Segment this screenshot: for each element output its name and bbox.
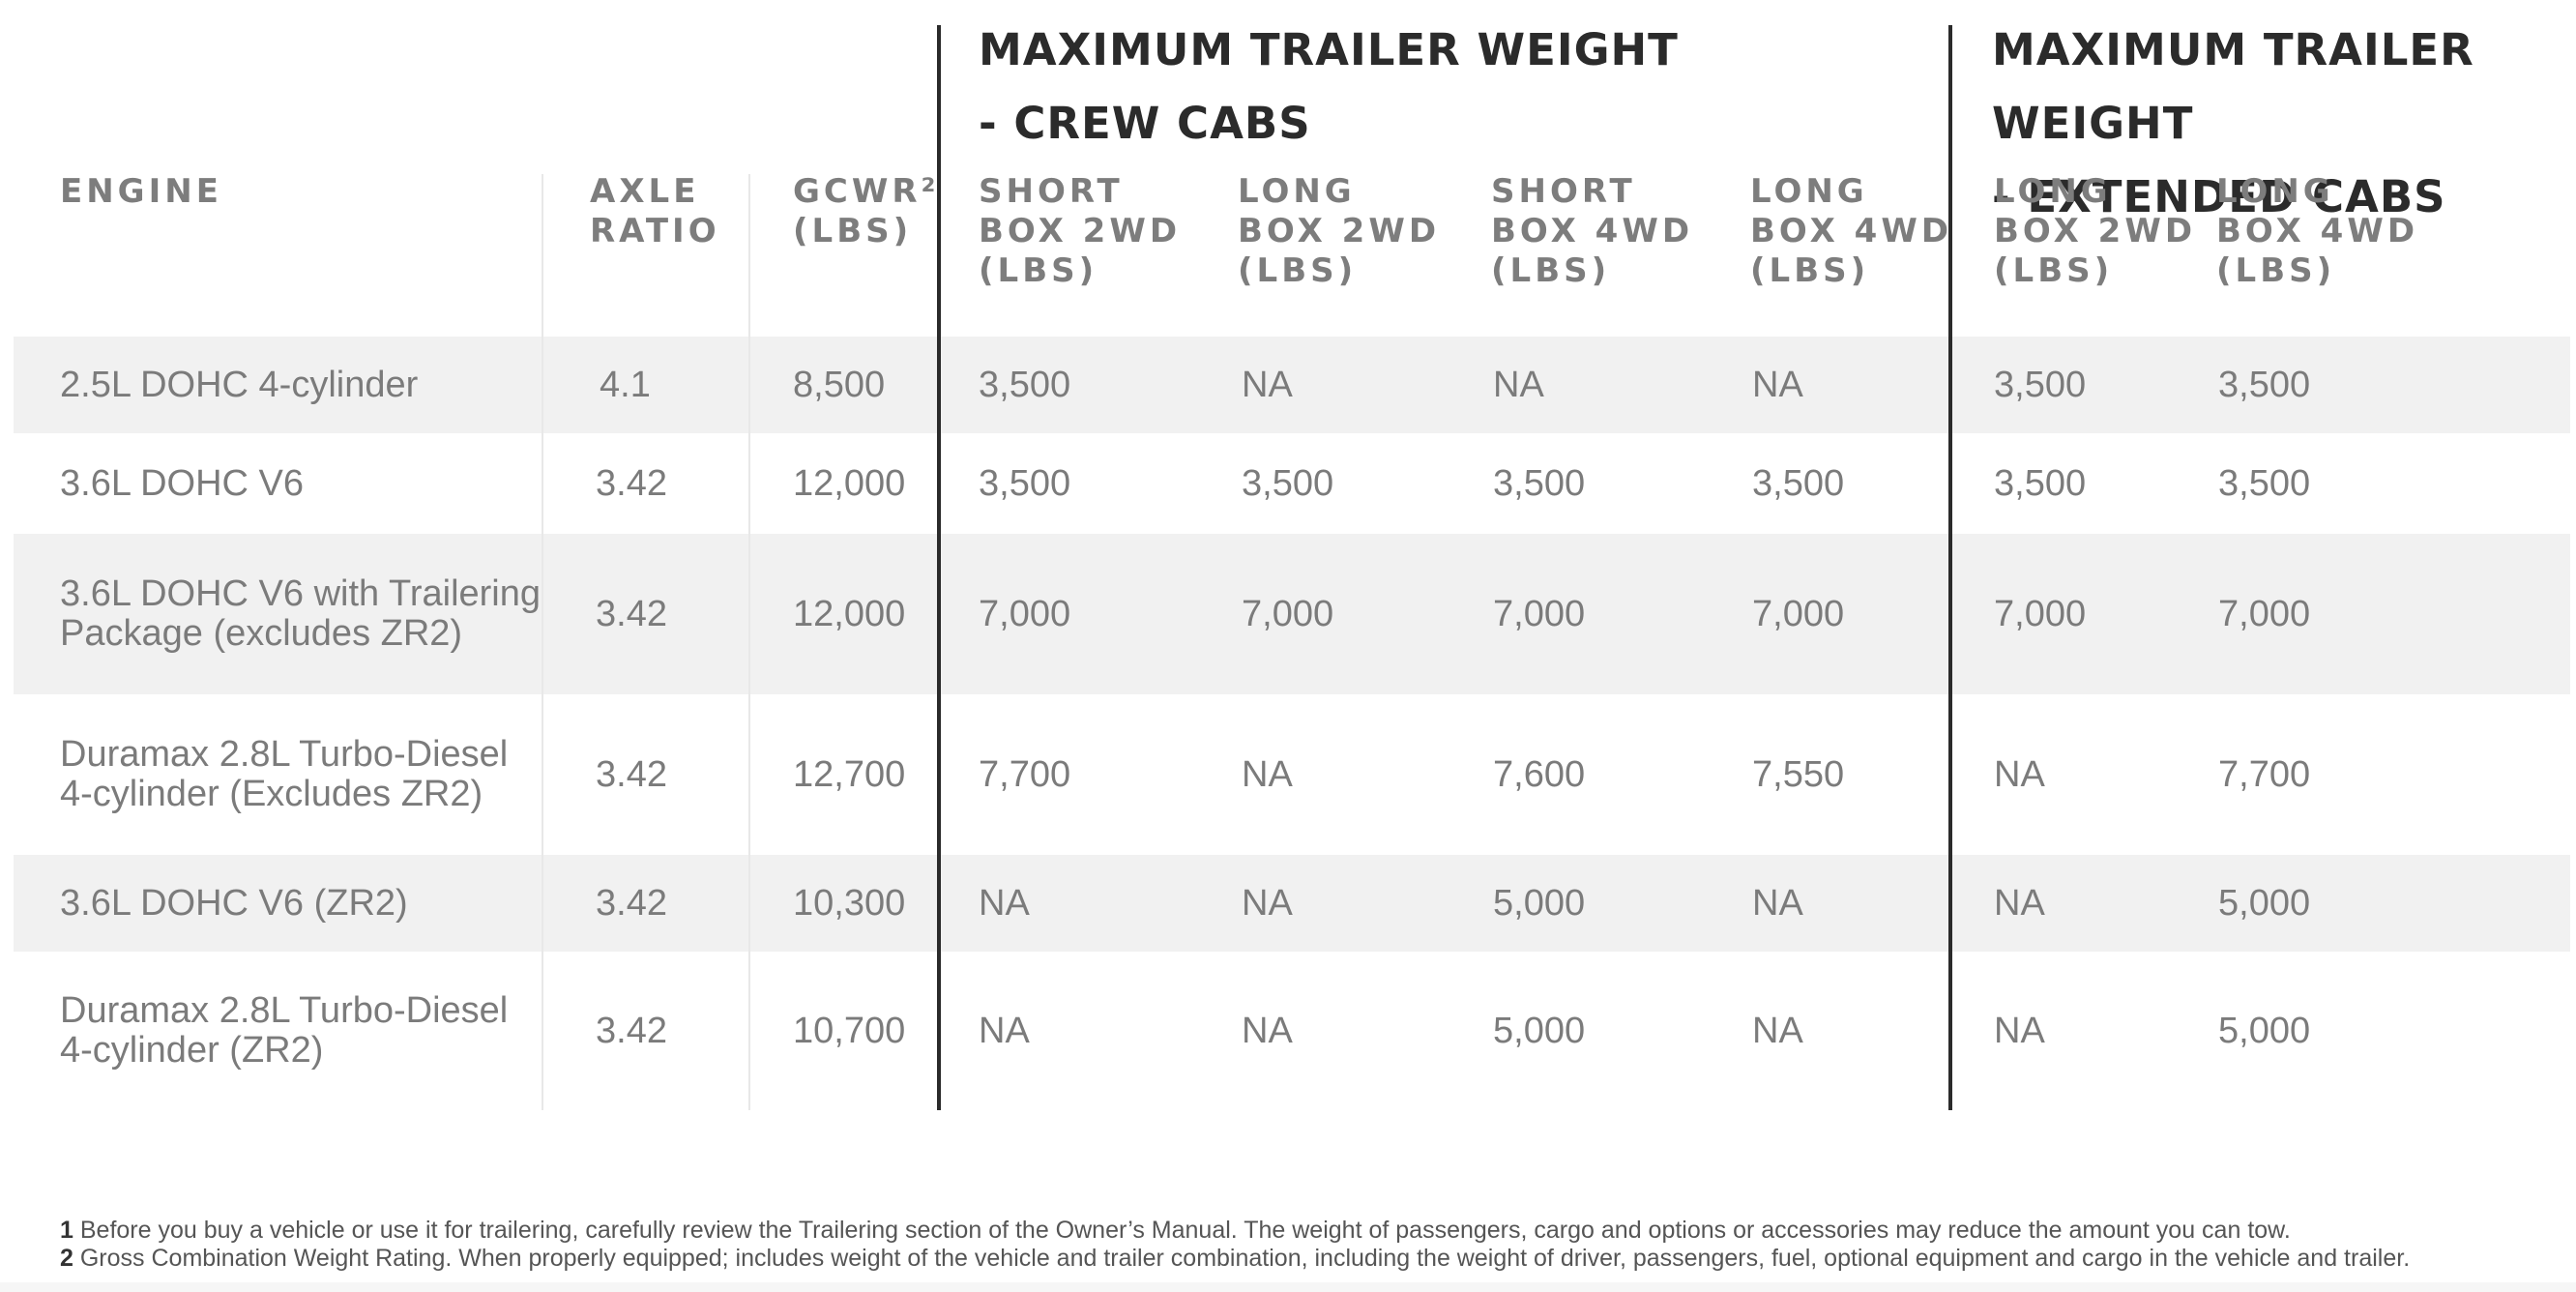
- crew-short-2wd-cell: NA: [979, 882, 1030, 924]
- crew-long-4wd-cell: 7,000: [1752, 593, 1845, 634]
- col-header-ext-long-4wd: LONG BOX 4WD (LBS): [2216, 172, 2419, 290]
- engine-cell: 3.6L DOHC V6 (ZR2): [60, 882, 408, 924]
- crew-short-2wd-cell: 3,500: [979, 364, 1071, 405]
- engine-cell: Duramax 2.8L Turbo-Diesel 4-cylinder (Ex…: [60, 734, 509, 814]
- col-header-crew-long-4wd: LONG BOX 4WD (LBS): [1750, 172, 1953, 290]
- crew-long-4wd-cell: NA: [1752, 1010, 1803, 1051]
- axle-ratio-cell: 4.1: [600, 364, 651, 405]
- col-header-crew-short-2wd: SHORT BOX 2WD (LBS): [979, 172, 1182, 290]
- ext-long-2wd-cell: NA: [1994, 753, 2045, 795]
- ext-long-2wd-cell: 7,000: [1994, 593, 2087, 634]
- engine-cell: 3.6L DOHC V6: [60, 462, 305, 504]
- col-header-axle-ratio: AXLE RATIO: [590, 172, 720, 250]
- col-header-engine: ENGINE: [60, 172, 222, 211]
- crew-long-4wd-cell: NA: [1752, 364, 1803, 405]
- footnote: 2 Gross Combination Weight Rating. When …: [60, 1245, 2410, 1273]
- crew-short-2wd-cell: 3,500: [979, 462, 1071, 504]
- gcwr-cell: 10,700: [793, 1010, 906, 1051]
- crew-short-4wd-cell: 7,000: [1493, 593, 1586, 634]
- col-header-crew-short-4wd: SHORT BOX 4WD (LBS): [1491, 172, 1694, 290]
- crew-long-2wd-cell: NA: [1242, 1010, 1293, 1051]
- crew-long-4wd-cell: 3,500: [1752, 462, 1845, 504]
- engine-cell: 2.5L DOHC 4-cylinder: [60, 364, 419, 405]
- table-row: 2.5L DOHC 4-cylinder 4.1 8,500 3,500 NA …: [14, 337, 2570, 433]
- ext-long-4wd-cell: 7,000: [2218, 593, 2311, 634]
- ext-long-4wd-cell: 5,000: [2218, 1010, 2311, 1051]
- crew-long-2wd-cell: NA: [1242, 753, 1293, 795]
- axle-ratio-cell: 3.42: [596, 462, 667, 504]
- crew-short-2wd-cell: NA: [979, 1010, 1030, 1051]
- footnote-number: 1: [60, 1217, 73, 1244]
- footnote: 1 Before you buy a vehicle or use it for…: [60, 1217, 2410, 1245]
- ext-long-2wd-cell: 3,500: [1994, 364, 2087, 405]
- group-title-crew-cabs: MAXIMUM TRAILER WEIGHT - CREW CABS: [979, 24, 1679, 149]
- crew-short-4wd-cell: 7,600: [1493, 753, 1586, 795]
- crew-short-2wd-cell: 7,000: [979, 593, 1071, 634]
- gcwr-cell: 10,300: [793, 882, 906, 924]
- column-divider: [542, 174, 543, 1110]
- gcwr-cell: 12,000: [793, 593, 906, 634]
- axle-ratio-cell: 3.42: [596, 1010, 667, 1051]
- crew-short-4wd-cell: 5,000: [1493, 882, 1586, 924]
- crew-short-4wd-cell: 3,500: [1493, 462, 1586, 504]
- ext-long-2wd-cell: 3,500: [1994, 462, 2087, 504]
- table-row: Duramax 2.8L Turbo-Diesel 4-cylinder (Ex…: [14, 694, 2570, 855]
- group-divider-extended-cabs: [1948, 25, 1952, 1110]
- crew-short-4wd-cell: 5,000: [1493, 1010, 1586, 1051]
- footnote-text: Before you buy a vehicle or use it for t…: [79, 1217, 2291, 1244]
- footnotes: 1 Before you buy a vehicle or use it for…: [60, 1217, 2410, 1273]
- ext-long-4wd-cell: 3,500: [2218, 364, 2311, 405]
- axle-ratio-cell: 3.42: [596, 882, 667, 924]
- table-row: 3.6L DOHC V6 with Trailering Package (ex…: [14, 534, 2570, 694]
- table-row: 3.6L DOHC V6 3.42 12,000 3,500 3,500 3,5…: [14, 433, 2570, 534]
- gcwr-cell: 12,000: [793, 462, 906, 504]
- crew-long-2wd-cell: 7,000: [1242, 593, 1334, 634]
- crew-short-2wd-cell: 7,700: [979, 753, 1071, 795]
- ext-long-4wd-cell: 3,500: [2218, 462, 2311, 504]
- gcwr-cell: 12,700: [793, 753, 906, 795]
- ext-long-2wd-cell: NA: [1994, 1010, 2045, 1051]
- crew-long-2wd-cell: NA: [1242, 364, 1293, 405]
- table-row: 3.6L DOHC V6 (ZR2) 3.42 10,300 NA NA 5,0…: [14, 855, 2570, 952]
- crew-long-4wd-cell: NA: [1752, 882, 1803, 924]
- table-row: Duramax 2.8L Turbo-Diesel 4-cylinder (ZR…: [14, 952, 2570, 1110]
- gcwr-cell: 8,500: [793, 364, 886, 405]
- ext-long-4wd-cell: 7,700: [2218, 753, 2311, 795]
- crew-long-2wd-cell: 3,500: [1242, 462, 1334, 504]
- engine-cell: Duramax 2.8L Turbo-Diesel 4-cylinder (ZR…: [60, 990, 509, 1071]
- footnote-text: Gross Combination Weight Rating. When pr…: [79, 1245, 2411, 1272]
- axle-ratio-cell: 3.42: [596, 593, 667, 634]
- group-title-extended-cabs: MAXIMUM TRAILER WEIGHT - EXTENDED CABS: [1992, 24, 2474, 222]
- engine-cell: 3.6L DOHC V6 with Trailering Package (ex…: [60, 573, 542, 654]
- axle-ratio-cell: 3.42: [596, 753, 667, 795]
- crew-short-4wd-cell: NA: [1493, 364, 1544, 405]
- footnote-number: 2: [60, 1245, 73, 1272]
- ext-long-4wd-cell: 5,000: [2218, 882, 2311, 924]
- ext-long-2wd-cell: NA: [1994, 882, 2045, 924]
- bottom-edge: [0, 1282, 2576, 1292]
- col-header-gcwr: GCWR² (LBS): [793, 172, 940, 250]
- col-header-crew-long-2wd: LONG BOX 2WD (LBS): [1238, 172, 1441, 290]
- column-divider: [748, 174, 750, 1110]
- crew-long-4wd-cell: 7,550: [1752, 753, 1845, 795]
- col-header-ext-long-2wd: LONG BOX 2WD (LBS): [1994, 172, 2197, 290]
- crew-long-2wd-cell: NA: [1242, 882, 1293, 924]
- group-divider-crew-cabs: [937, 25, 941, 1110]
